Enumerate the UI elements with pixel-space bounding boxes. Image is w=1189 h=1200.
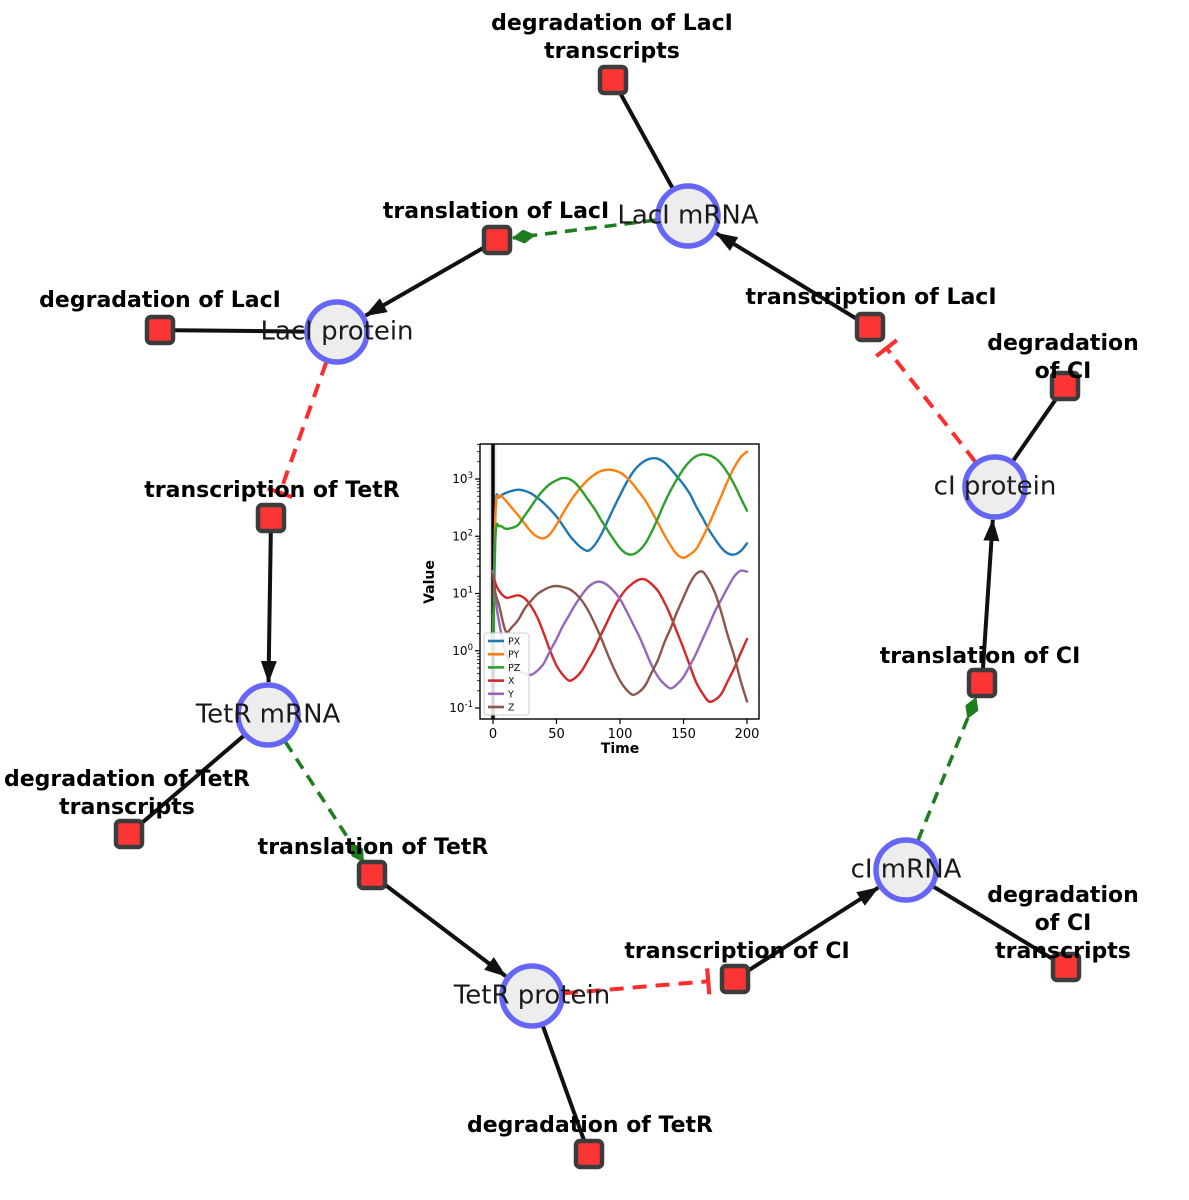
- reaction-node-deg_ci: [1049, 370, 1081, 402]
- series-line-x: [491, 572, 749, 704]
- y-tick-label: 103: [452, 471, 473, 486]
- series-line-y: [491, 569, 749, 690]
- series-line-py: [491, 450, 749, 652]
- edge-production-trans_tetr-to-tetr_mrna: [260, 532, 277, 683]
- x-tick-label: 100: [608, 727, 633, 742]
- species-node-tetr_mrna: [235, 682, 301, 748]
- y-axis-label: Value: [422, 560, 438, 604]
- reaction-node-trans_laci: [854, 311, 886, 343]
- species-node-ci_mrna: [873, 837, 939, 903]
- reaction-node-translation_tetr: [356, 859, 388, 891]
- reaction-node-deg_laci_tx: [597, 64, 629, 96]
- legend-label-py: PY: [508, 650, 520, 661]
- reaction-node-translation_laci: [481, 224, 513, 256]
- edge-consumption-ci_protein-to-deg_ci: [1011, 397, 1059, 462]
- edge-consumption-tetr_mrna-to-deg_tetr_tx: [139, 734, 246, 826]
- series-line-pz: [491, 453, 749, 652]
- legend-label-z: Z: [508, 703, 515, 714]
- legend-label-px: PX: [508, 637, 521, 648]
- reaction-node-trans_ci: [719, 963, 751, 995]
- reaction-node-translation_ci: [966, 667, 998, 699]
- edge-layer: [139, 92, 1059, 1141]
- node-layer: [113, 64, 1082, 1170]
- legend-label-y: Y: [507, 689, 514, 700]
- y-tick-label: 101: [452, 586, 473, 601]
- edge-production-translation_laci-to-laci_protein: [364, 245, 485, 318]
- edge-inhibition-tetr_protein-to-trans_ci: [563, 968, 712, 996]
- reaction-node-deg_laci: [144, 314, 176, 346]
- species-node-laci_mrna: [655, 183, 721, 249]
- x-axis-label: Time: [601, 741, 639, 757]
- chart-series: [491, 450, 749, 704]
- reaction-node-deg_tetr: [573, 1138, 605, 1170]
- x-tick-label: 0: [489, 727, 497, 742]
- y-tick-label: 102: [452, 528, 473, 543]
- x-tick-label: 200: [735, 727, 760, 742]
- y-tick-label: 10-1: [449, 700, 473, 715]
- reaction-node-deg_tetr_tx: [113, 818, 145, 850]
- legend-label-x: X: [508, 676, 515, 687]
- series-line-z: [491, 570, 749, 703]
- edge-consumption-ci_mrna-to-deg_ci_tx: [932, 884, 1055, 961]
- species-node-ci_protein: [962, 454, 1028, 520]
- edge-production-trans_laci-to-laci_mrna: [715, 231, 859, 321]
- edge-inhibition-ci_protein-to-trans_laci: [875, 338, 977, 464]
- edge-consumption-laci_mrna-to-deg_laci_tx: [618, 92, 675, 189]
- edge-modifier-tetr_mrna-to-translation_tetr: [283, 740, 365, 863]
- reaction-node-trans_tetr: [255, 502, 287, 534]
- legend-label-pz: PZ: [508, 663, 521, 674]
- edge-production-translation_tetr-to-tetr_protein: [382, 882, 507, 978]
- x-tick-label: 150: [671, 727, 696, 742]
- edge-production-trans_ci-to-ci_mrna: [746, 886, 880, 973]
- edge-consumption-laci_protein-to-deg_laci: [174, 328, 306, 334]
- species-node-laci_protein: [304, 299, 370, 365]
- edge-consumption-tetr_protein-to-deg_tetr: [541, 1025, 586, 1141]
- y-tick-label: 100: [452, 643, 473, 658]
- chart-legend: PX PY PZ XYZ: [483, 632, 530, 716]
- chart-axes: 0 50 100 150 200 103 102 101 100 10-1: [449, 443, 760, 742]
- edge-production-translation_ci-to-ci_protein: [981, 518, 1000, 669]
- edge-inhibition-laci_protein-to-trans_tetr: [267, 361, 329, 500]
- edge-modifier-ci_mrna-to-translation_ci: [916, 696, 979, 842]
- legend-box: [483, 632, 530, 716]
- reaction-node-deg_ci_tx: [1050, 951, 1082, 983]
- edge-modifier-laci_mrna-to-translation_laci: [511, 218, 657, 244]
- species-node-tetr_protein: [499, 963, 565, 1029]
- x-tick-label: 50: [548, 727, 565, 742]
- series-line-px: [491, 456, 749, 652]
